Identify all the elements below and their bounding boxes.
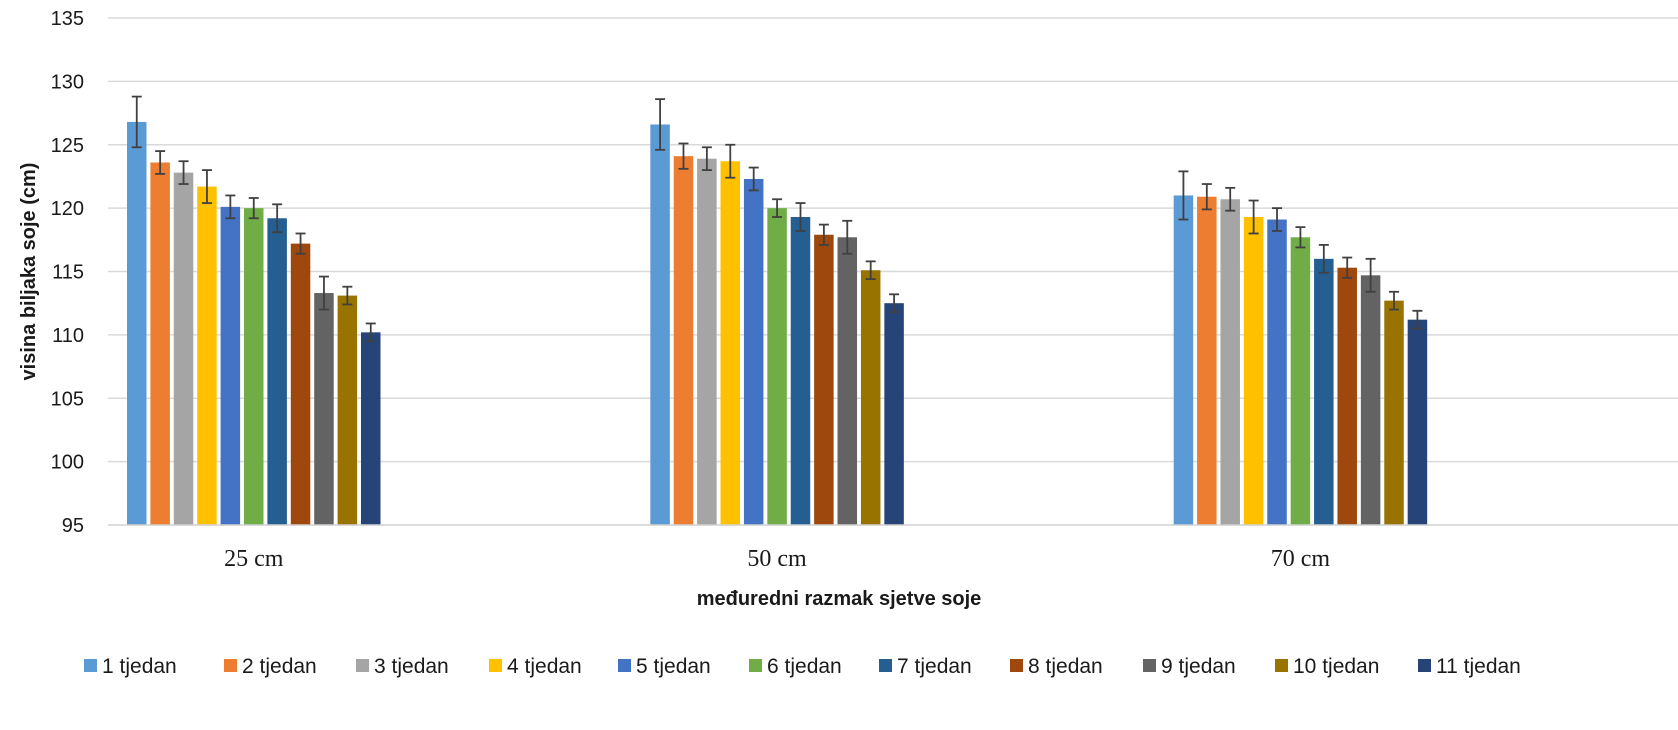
bar-11-tjedan-70cm — [1407, 319, 1428, 525]
bar-6-tjedan-50cm — [767, 208, 787, 525]
bar-6-tjedan-70cm — [1290, 237, 1311, 525]
y-tick-label: 120 — [51, 198, 84, 220]
y-axis-title: visina biljaka soje (cm) — [18, 163, 40, 381]
y-tick-label: 95 — [62, 515, 84, 537]
bar-7-tjedan-70cm — [1314, 258, 1334, 525]
legend-label: 9 tjedan — [1161, 655, 1236, 678]
bar-2-tjedan-70cm — [1197, 196, 1217, 525]
legend-label: 6 tjedan — [767, 655, 842, 678]
legend-label: 1 tjedan — [102, 655, 177, 678]
bar-10-tjedan-25cm — [337, 295, 358, 525]
y-tick-label: 100 — [51, 452, 84, 474]
legend-label: 4 tjedan — [507, 655, 582, 678]
y-axis-tick-labels: 95 100 105 110 115 120 125 130 135 — [51, 8, 84, 537]
bar-4-tjedan-50cm — [720, 161, 741, 526]
bar-9-tjedan-70cm — [1360, 275, 1381, 525]
y-tick-label: 130 — [51, 71, 84, 93]
legend-label: 7 tjedan — [897, 655, 972, 678]
legend-label: 3 tjedan — [374, 655, 449, 678]
bar-8-tjedan-70cm — [1337, 267, 1357, 525]
legend-label: 10 tjedan — [1293, 655, 1379, 678]
legend: 1 tjedan 2 tjedan 3 tjedan 4 tjedan 5 tjedan… — [84, 655, 1521, 678]
bar-6-tjedan-25cm — [244, 208, 264, 525]
x-axis-category-labels: 25 cm 50 cm 70 cm — [224, 546, 1330, 572]
legend-swatch — [1143, 659, 1156, 672]
x-category-label: 50 cm — [747, 546, 807, 572]
legend-label: 5 tjedan — [636, 655, 711, 678]
bar-1-tjedan-50cm — [650, 124, 670, 525]
bar-1-tjedan-25cm — [127, 121, 147, 525]
bar-5-tjedan-50cm — [743, 178, 764, 525]
bar-5-tjedan-70cm — [1267, 219, 1287, 525]
legend-label: 8 tjedan — [1028, 655, 1103, 678]
x-axis-title: međuredni razmak sjetve soje — [697, 588, 982, 610]
bar-8-tjedan-25cm — [290, 243, 311, 526]
x-category-label: 70 cm — [1271, 546, 1331, 572]
legend-swatch — [1418, 659, 1431, 672]
legend-swatch — [224, 659, 237, 672]
bar-10-tjedan-50cm — [860, 270, 881, 525]
bar-4-tjedan-25cm — [197, 186, 217, 525]
bar-11-tjedan-25cm — [361, 332, 381, 525]
bar-3-tjedan-70cm — [1220, 199, 1240, 525]
bar-10-tjedan-70cm — [1384, 300, 1404, 525]
bar-9-tjedan-50cm — [837, 237, 858, 525]
legend-swatch — [879, 659, 892, 672]
legend-swatch — [356, 659, 369, 672]
bar-9-tjedan-25cm — [314, 293, 334, 525]
legend-swatch — [489, 659, 502, 672]
bars — [127, 121, 1428, 526]
legend-label: 2 tjedan — [242, 655, 317, 678]
y-tick-label: 125 — [51, 135, 84, 157]
bar-7-tjedan-25cm — [267, 218, 287, 525]
error-bars — [131, 95, 1423, 343]
bar-7-tjedan-50cm — [790, 216, 811, 525]
bar-3-tjedan-50cm — [697, 158, 717, 525]
legend-swatch — [618, 659, 631, 672]
bar-1-tjedan-70cm — [1173, 195, 1194, 525]
legend-swatch — [1275, 659, 1288, 672]
y-tick-label: 135 — [51, 8, 84, 30]
bar-2-tjedan-25cm — [150, 162, 170, 525]
legend-label: 11 tjedan — [1436, 655, 1521, 678]
bar-8-tjedan-50cm — [814, 234, 834, 525]
y-tick-label: 110 — [52, 325, 84, 347]
x-category-label: 25 cm — [224, 546, 284, 572]
bar-2-tjedan-50cm — [673, 156, 694, 525]
bar-4-tjedan-70cm — [1243, 216, 1264, 525]
legend-swatch — [749, 659, 762, 672]
bar-11-tjedan-50cm — [884, 303, 904, 525]
y-tick-label: 105 — [51, 388, 84, 410]
legend-swatch — [84, 659, 97, 672]
bar-3-tjedan-25cm — [173, 172, 194, 525]
legend-swatch — [1010, 659, 1023, 672]
bar-5-tjedan-25cm — [220, 206, 241, 526]
y-tick-label: 115 — [52, 262, 84, 284]
